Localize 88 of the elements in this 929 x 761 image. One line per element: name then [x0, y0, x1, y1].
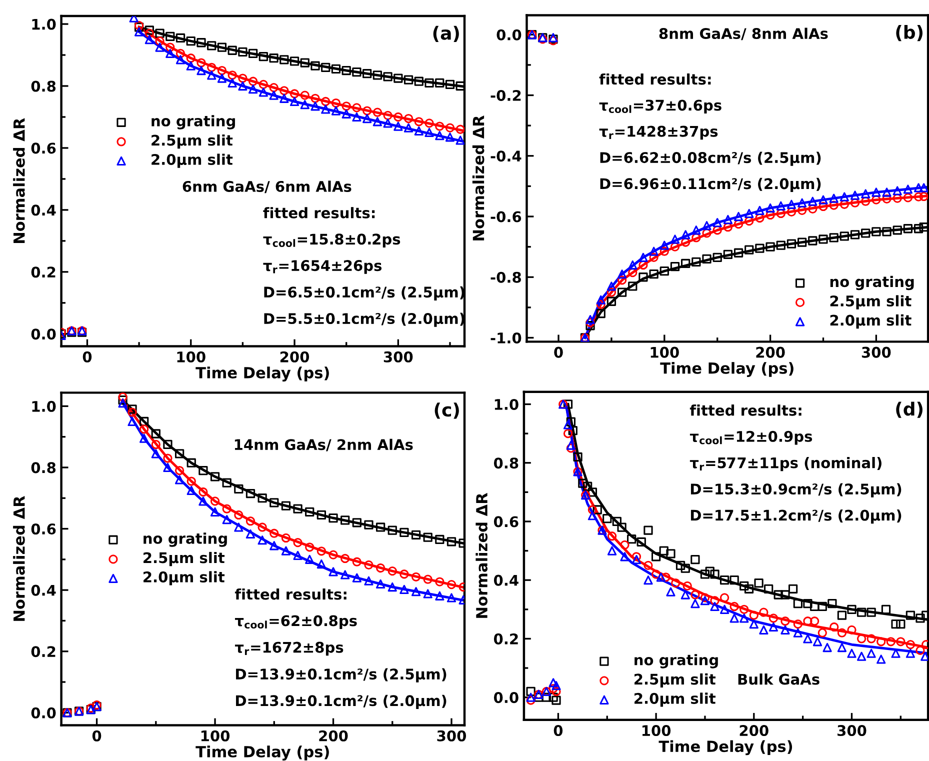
- y-axis-title: Normalized ΔR: [476, 492, 488, 618]
- legend-label: no grating: [830, 276, 914, 290]
- y-tick-label: 0.8: [31, 80, 56, 92]
- annotation: τ$_{r}$=577±11ps (nominal): [690, 457, 882, 472]
- annotation: (c): [434, 402, 459, 419]
- annotation: D=5.5±0.1cm²/s (2.0μm): [264, 312, 464, 327]
- y-tick-label: -0.8: [490, 272, 521, 283]
- y-tick-label: 0.6: [31, 523, 56, 535]
- x-tick-label: 100: [201, 730, 230, 742]
- annotation: D=17.5±1.2cm²/s (2.0μm): [690, 509, 902, 524]
- y-tick-label: -0.6: [490, 211, 522, 222]
- y-axis-title: Normalized ΔR: [13, 118, 25, 244]
- annotation: (d): [896, 402, 922, 418]
- legend-label: 2.5μm slit: [152, 134, 233, 149]
- annotation: τ$_{cool}$=37±0.6ps: [599, 100, 722, 114]
- x-tick-label: 300: [838, 725, 866, 736]
- y-tick-label: 0.0: [31, 328, 56, 340]
- annotation: D=6.62±0.08cm²/s (2.5μm): [600, 152, 821, 166]
- legend-label: 2.0μm slit: [152, 154, 233, 168]
- legend-label: no grating: [144, 532, 227, 547]
- x-axis-title: Time Delay (ps): [196, 746, 329, 760]
- legend-label: 2.0μm slit: [830, 314, 912, 329]
- annotation: fitted results:: [690, 404, 802, 416]
- x-tick-label: 0: [92, 730, 102, 742]
- legend-label: 2.5μm slit: [830, 295, 912, 310]
- legend-label: 2.5μm slit: [634, 673, 716, 688]
- annotation: τ$_{r}$=1428±37ps: [599, 126, 718, 140]
- annotation: τ$_{r}$=1672±8ps: [234, 642, 344, 656]
- x-tick-label: 300: [437, 730, 466, 742]
- y-tick-label: 0.4: [494, 574, 518, 586]
- legend-label: 2.0μm slit: [144, 571, 225, 586]
- x-tick-label: 0: [554, 346, 563, 358]
- annotation: (b): [896, 25, 923, 42]
- y-tick-label: 1.0: [32, 400, 56, 412]
- y-tick-label: 0.0: [496, 29, 522, 40]
- y-tick-label: 0.0: [31, 707, 56, 718]
- x-tick-label: 200: [740, 725, 768, 736]
- annotation: 6nm GaAs/ 6nm AlAs: [182, 180, 352, 194]
- legend-label: 2.0μm slit: [634, 692, 716, 707]
- x-tick-label: 0: [554, 725, 563, 736]
- x-tick-label: 200: [280, 351, 310, 362]
- y-tick-label: -0.4: [490, 150, 522, 162]
- y-tick-label: -0.2: [490, 90, 521, 101]
- x-axis-title: Time Delay (ps): [658, 740, 792, 756]
- annotation: Bulk GaAs: [738, 673, 820, 685]
- x-tick-label: 100: [177, 351, 206, 362]
- annotation: 14nm GaAs/ 2nm AlAs: [234, 438, 413, 452]
- annotation: τ$_{cool}$=62±0.8ps: [234, 615, 357, 630]
- annotation: fitted results:: [263, 207, 375, 218]
- annotation: fitted results:: [599, 73, 711, 85]
- y-tick-label: 0.4: [31, 204, 56, 216]
- x-tick-label: 300: [384, 351, 413, 362]
- y-tick-label: 0.8: [31, 462, 56, 474]
- y-tick-label: 0.6: [31, 142, 56, 154]
- annotation: τ$_{cool}$=12±0.9ps: [690, 430, 812, 445]
- y-tick-label: 0.4: [31, 584, 56, 596]
- y-tick-label: 0.2: [31, 646, 56, 658]
- annotation: 8nm GaAs/ 8nm AlAs: [659, 28, 828, 40]
- x-tick-label: 100: [650, 346, 679, 358]
- annotation: τ$_{cool}$=15.8±0.2ps: [263, 234, 400, 248]
- x-tick-label: 300: [862, 346, 891, 358]
- y-tick-label: 0.2: [494, 633, 518, 644]
- y-tick-label: 0.6: [494, 516, 518, 528]
- annotation: D=13.9±0.1cm²/s (2.0μm): [236, 694, 446, 710]
- annotation: (a): [433, 26, 459, 42]
- annotation: τ$_{r}$=1654±26ps: [263, 260, 382, 274]
- x-tick-label: 100: [642, 725, 671, 736]
- x-axis-title: Time Delay (ps): [196, 366, 329, 382]
- y-tick-label: 0.2: [31, 266, 56, 278]
- y-axis-title: Normalized ΔR: [13, 496, 25, 621]
- y-tick-label: 1.0: [32, 18, 56, 30]
- x-tick-label: 200: [319, 730, 348, 742]
- annotation: D=13.9±0.1cm²/s (2.5μm): [236, 668, 446, 682]
- x-tick-label: 0: [82, 351, 92, 362]
- y-axis-title: Normalized ΔR: [472, 115, 484, 240]
- legend-label: 2.5μm slit: [144, 552, 225, 566]
- y-tick-label: 0.0: [494, 692, 518, 704]
- x-tick-label: 200: [756, 346, 785, 358]
- y-tick-label: -1.0: [490, 332, 522, 344]
- legend-label: no grating: [634, 654, 718, 668]
- legend-label: no grating: [152, 115, 235, 130]
- annotation: D=6.96±0.11cm²/s (2.0μm): [600, 178, 821, 192]
- annotation: D=6.5±0.1cm²/s (2.5μm): [264, 286, 464, 300]
- y-tick-label: 1.0: [494, 398, 518, 410]
- annotation: D=15.3±0.9cm²/s (2.5μm): [690, 483, 902, 498]
- y-tick-label: 0.8: [494, 458, 518, 469]
- x-axis-title: Time Delay (ps): [660, 362, 794, 377]
- annotation: fitted results:: [234, 588, 346, 600]
